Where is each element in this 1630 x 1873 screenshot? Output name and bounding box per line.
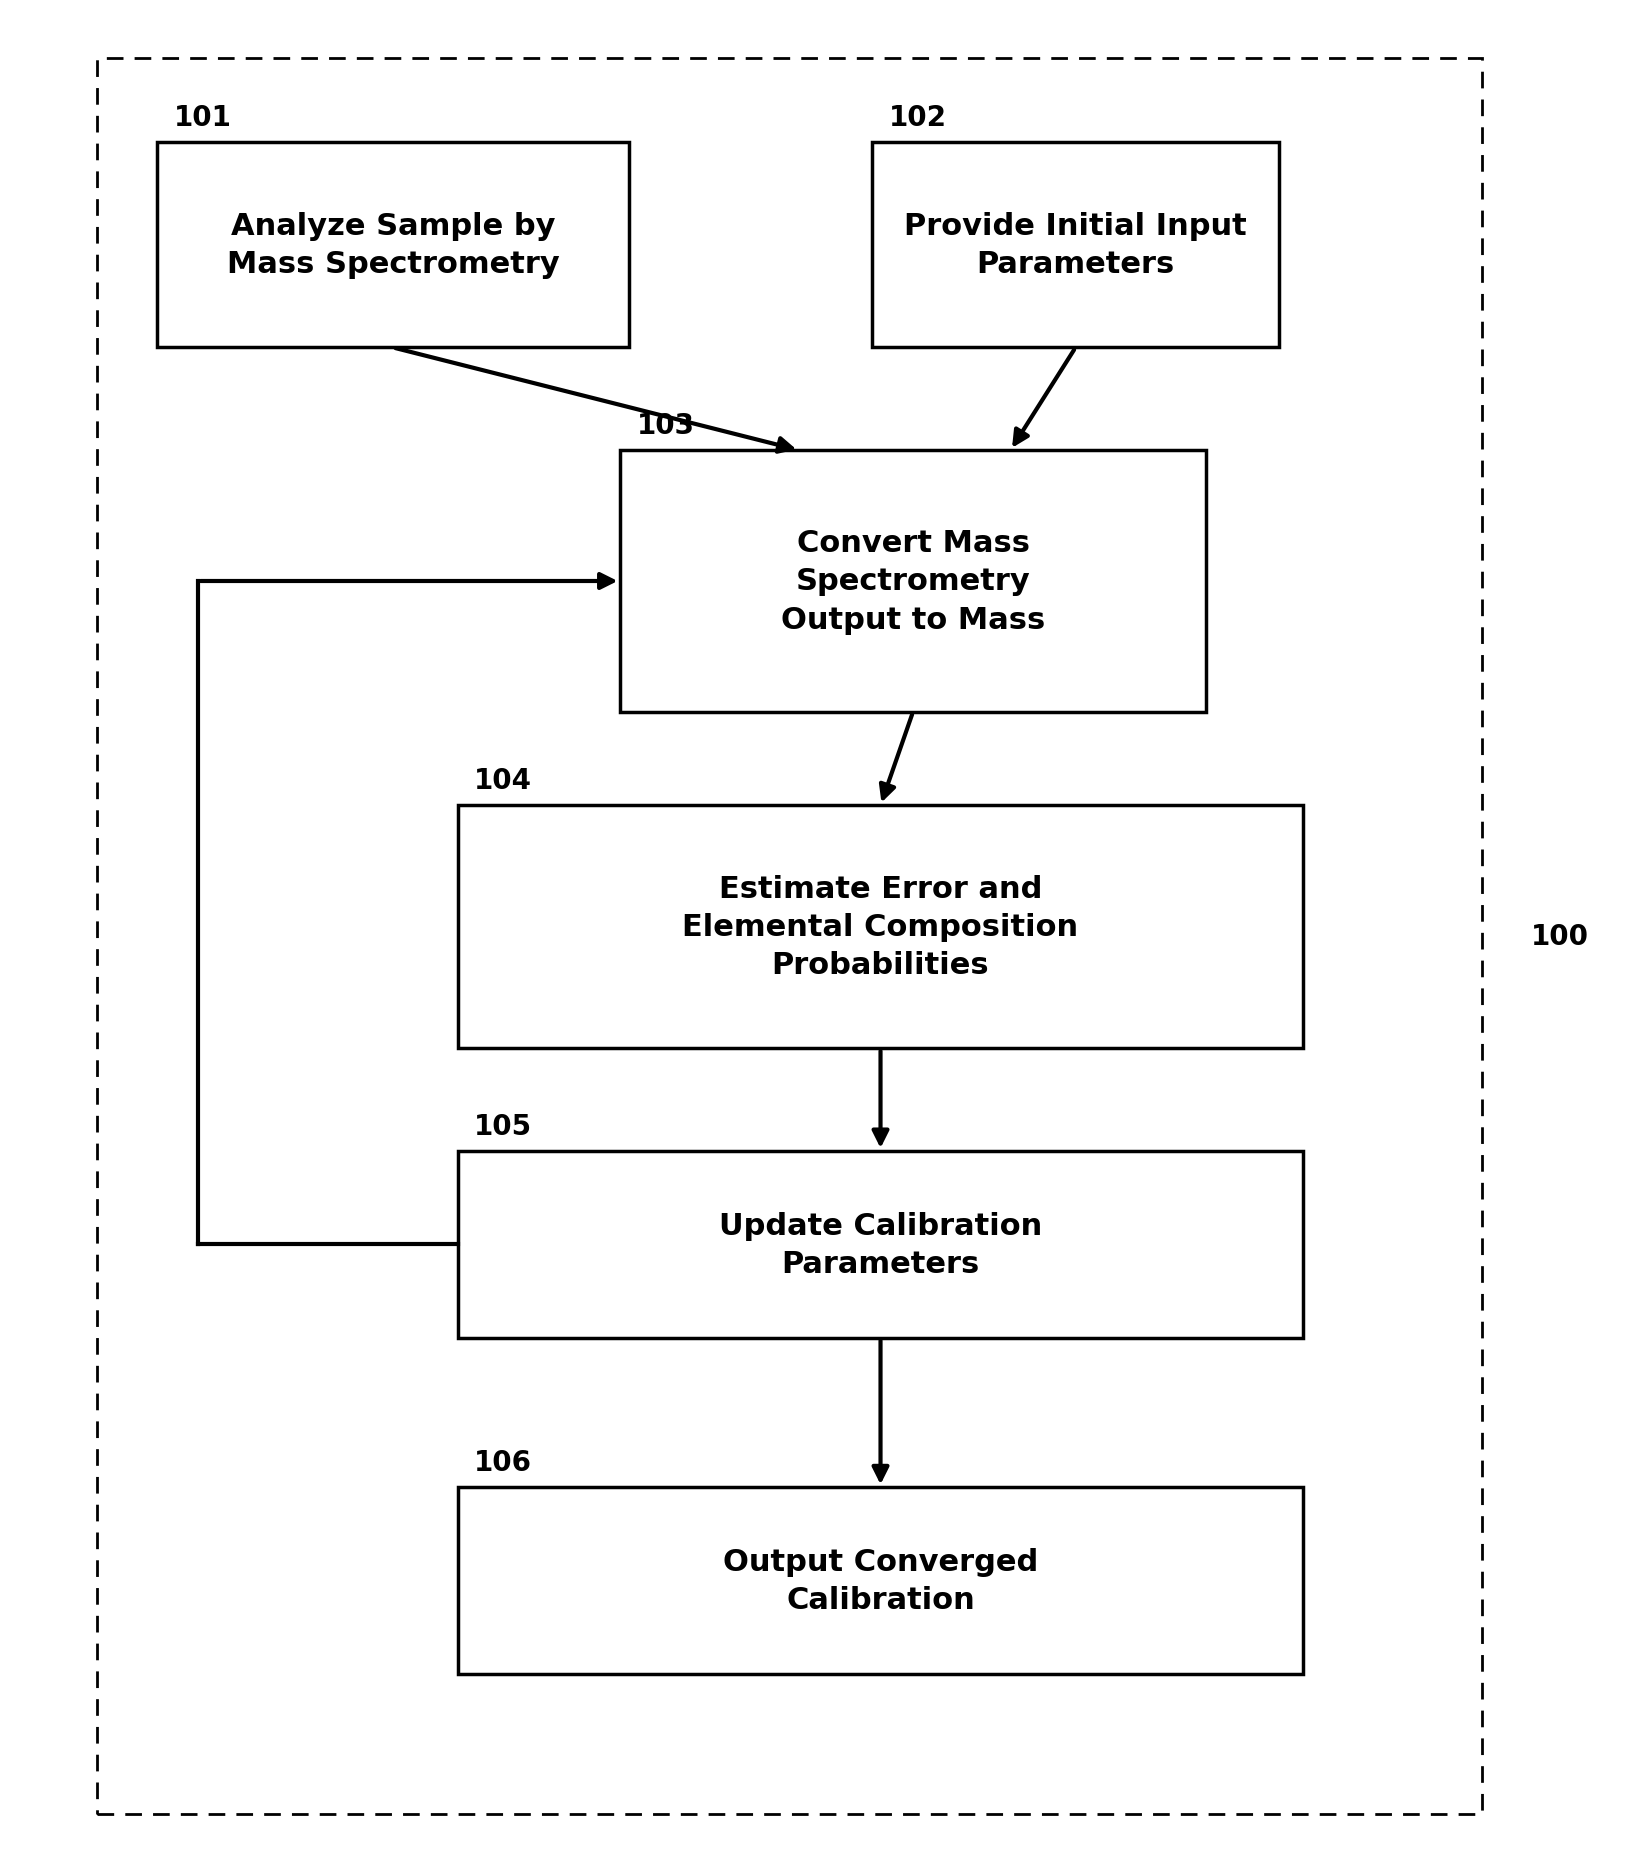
Text: 100: 100 bbox=[1531, 923, 1588, 950]
Text: 101: 101 bbox=[173, 103, 231, 131]
FancyBboxPatch shape bbox=[458, 1487, 1302, 1674]
Text: Output Converged
Calibration: Output Converged Calibration bbox=[722, 1547, 1038, 1615]
FancyBboxPatch shape bbox=[98, 58, 1482, 1815]
Text: Convert Mass
Spectrometry
Output to Mass: Convert Mass Spectrometry Output to Mass bbox=[781, 528, 1045, 635]
Text: 103: 103 bbox=[636, 412, 694, 440]
Text: 106: 106 bbox=[474, 1448, 531, 1476]
Text: 104: 104 bbox=[474, 766, 531, 794]
Text: Update Calibration
Parameters: Update Calibration Parameters bbox=[719, 1212, 1042, 1277]
FancyBboxPatch shape bbox=[458, 1152, 1302, 1337]
FancyBboxPatch shape bbox=[156, 142, 628, 348]
FancyBboxPatch shape bbox=[619, 451, 1205, 712]
Text: 105: 105 bbox=[474, 1113, 531, 1141]
FancyBboxPatch shape bbox=[872, 142, 1278, 348]
Text: Provide Initial Input
Parameters: Provide Initial Input Parameters bbox=[903, 212, 1247, 279]
FancyBboxPatch shape bbox=[458, 805, 1302, 1049]
Text: 102: 102 bbox=[888, 103, 945, 131]
Text: Analyze Sample by
Mass Spectrometry: Analyze Sample by Mass Spectrometry bbox=[227, 212, 559, 279]
Text: Estimate Error and
Elemental Composition
Probabilities: Estimate Error and Elemental Composition… bbox=[681, 875, 1077, 980]
